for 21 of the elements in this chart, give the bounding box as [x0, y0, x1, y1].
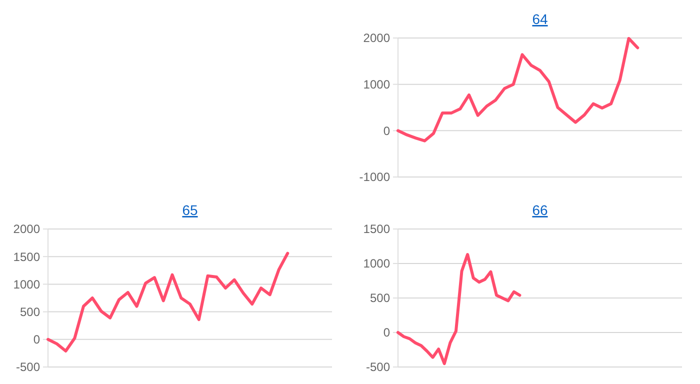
y-tick-label: 1500 — [363, 222, 390, 236]
y-tick-label: 1000 — [363, 78, 390, 92]
y-tick-label: 500 — [370, 291, 390, 306]
y-tick-label: 0 — [383, 326, 390, 340]
y-tick-label: 2000 — [363, 31, 390, 46]
y-tick-label: -500 — [16, 360, 40, 374]
y-tick-label: 0 — [33, 332, 40, 347]
y-tick-label: 1000 — [363, 256, 390, 271]
line-series — [396, 36, 640, 142]
line-series — [396, 253, 522, 366]
y-tick-label: 2000 — [13, 222, 40, 236]
y-tick-label: 500 — [20, 305, 40, 319]
y-tick-label: -500 — [366, 360, 390, 374]
chart-title: 66 — [532, 202, 548, 218]
chart-title: 65 — [182, 202, 198, 218]
y-tick-label: 1500 — [13, 250, 40, 264]
line-series — [46, 252, 290, 352]
chart-title: 64 — [532, 11, 548, 27]
y-tick-label: -1000 — [359, 170, 390, 184]
y-tick-label: 0 — [383, 124, 390, 138]
y-tick-label: 1000 — [13, 277, 40, 292]
